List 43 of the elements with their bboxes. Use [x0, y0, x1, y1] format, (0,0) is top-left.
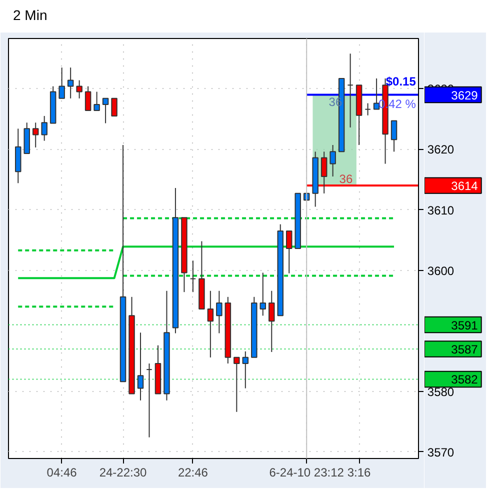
x-tick-label: 6-24-10 23:12 [269, 466, 344, 480]
ref-line-label: 3629 [451, 88, 478, 102]
candlestick [84, 86, 92, 112]
annotation: $0.15 [386, 74, 416, 89]
candlestick [347, 53, 354, 128]
candlestick [234, 356, 240, 412]
ref-line-label: 3614 [451, 179, 478, 194]
candlestick [330, 144, 336, 177]
candlestick [242, 350, 249, 389]
candlestick [390, 120, 398, 152]
candlestick [102, 98, 109, 124]
candlestick [268, 290, 275, 352]
y-tick-label: 3600 [427, 264, 454, 278]
x-tick-label: 24-22:30 [99, 466, 148, 480]
candlestick [111, 98, 118, 116]
candlestick [260, 272, 266, 316]
candlestick [94, 91, 100, 112]
candlestick [32, 122, 39, 148]
candlestick [373, 78, 380, 110]
candlestick [58, 67, 65, 99]
candlestick [286, 230, 292, 274]
ref-line-label: 3582 [451, 372, 478, 387]
candlestick [216, 290, 222, 334]
annotation: 36 [339, 172, 353, 186]
x-tick-label: 3:16 [347, 466, 372, 480]
chart-title: 2 Min [13, 6, 48, 25]
candlestick [320, 151, 328, 194]
candlestick [137, 332, 144, 401]
y-tick-label: 3580 [427, 384, 454, 399]
x-tick-label: 22:46 [178, 466, 208, 480]
y-tick-label: 3620 [427, 142, 454, 157]
candlestick [41, 115, 48, 142]
candlestick [364, 102, 371, 116]
x-tick-label: 04:46 [46, 466, 78, 480]
candlestick [76, 80, 82, 99]
ref-line-label: 3591 [451, 318, 478, 332]
candlestick [190, 260, 196, 293]
y-tick-label: 3610 [427, 203, 454, 218]
candlestick [207, 290, 214, 358]
ref-line-label: 3587 [451, 342, 478, 356]
y-tick-label: 3570 [427, 445, 454, 460]
candlestick [146, 362, 152, 438]
candlestick [67, 67, 74, 99]
